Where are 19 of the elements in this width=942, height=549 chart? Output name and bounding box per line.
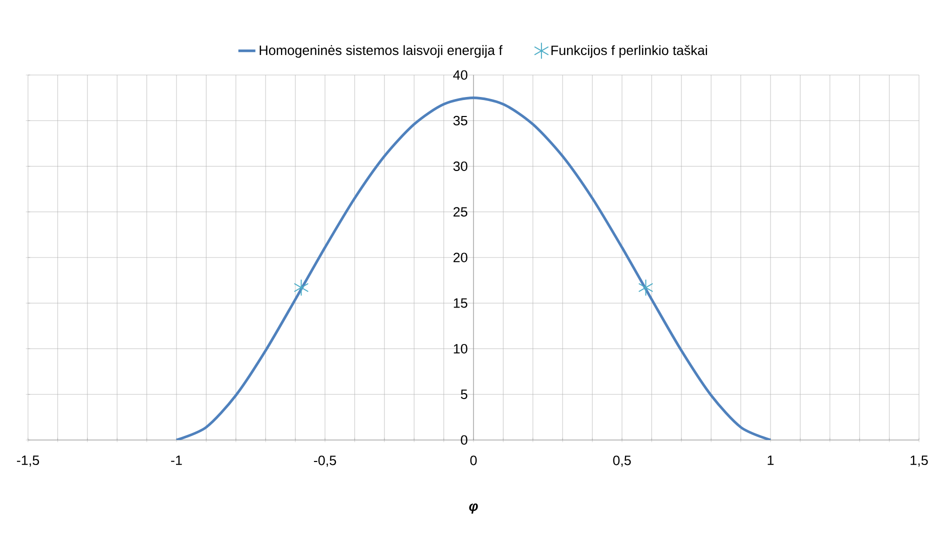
y-tick-label: 30 xyxy=(453,161,468,172)
y-tick-label: 0 xyxy=(460,435,468,445)
x-tick-label: 0 xyxy=(470,456,477,466)
x-tick-label: 1,5 xyxy=(910,456,928,467)
legend-label: Homogeninės sistemos laisvoji energija f xyxy=(260,45,502,58)
x-tick-label: -0,5 xyxy=(314,456,336,467)
x-axis-title: φ xyxy=(469,504,478,514)
y-tick-label: 35 xyxy=(453,116,468,126)
y-tick-label: 20 xyxy=(454,252,468,262)
y-tick-label: 15 xyxy=(454,298,468,308)
legend-label: Funkcijos f perlinkio taškai xyxy=(551,45,707,58)
y-tick-label: 40 xyxy=(453,70,468,80)
y-tick-label: 25 xyxy=(454,207,468,217)
x-tick-label: 0,5 xyxy=(613,456,631,467)
x-tick-label: -1 xyxy=(171,456,182,465)
x-tick-label: 1 xyxy=(768,456,774,465)
y-tick-label: 10 xyxy=(454,344,468,354)
x-tick-label: -1,5 xyxy=(16,456,40,467)
y-tick-label: 5 xyxy=(460,390,468,400)
